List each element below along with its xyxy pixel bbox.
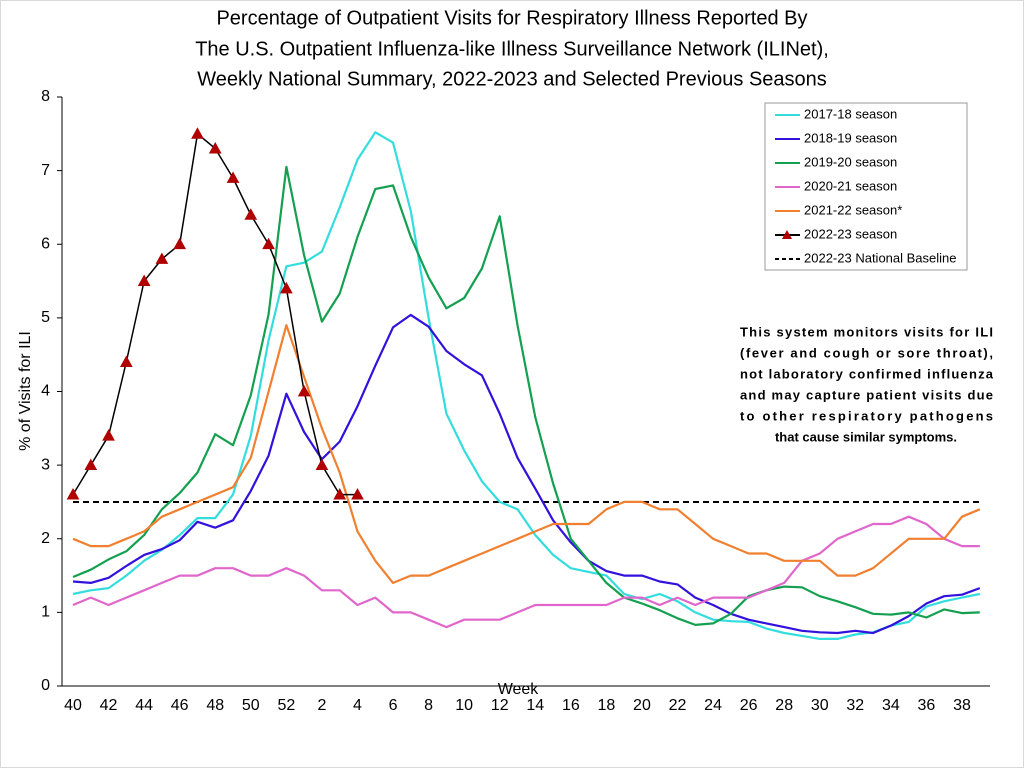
x-tick-label: 2 [317, 697, 326, 714]
y-tick-label: 8 [41, 88, 50, 105]
x-tick-label: 28 [775, 697, 793, 714]
series-marker [191, 127, 204, 139]
y-tick-label: 1 [41, 604, 50, 621]
x-tick-label: 50 [242, 697, 260, 714]
y-tick-label: 5 [41, 309, 50, 326]
chart-title: Percentage of Outpatient Visits for Resp… [216, 7, 807, 29]
annotation: not laboratory confirmed influenza [740, 366, 994, 381]
x-tick-label: 18 [598, 697, 616, 714]
series-marker [102, 429, 115, 441]
y-tick-label: 7 [41, 162, 50, 179]
series-marker [280, 281, 293, 294]
legend-label: 2018-19 season [804, 130, 897, 145]
legend-label: 2021-22 season* [804, 202, 902, 217]
legend-label: 2019-20 season [804, 154, 897, 169]
legend-marker [782, 230, 792, 239]
annotation: (fever and cough or sore throat), [740, 345, 993, 360]
series-line [72, 324, 981, 584]
series-marker [173, 237, 187, 250]
x-axis-label: Week [498, 681, 540, 698]
annotation: to other respiratory pathogens [740, 408, 993, 423]
series-marker [84, 458, 98, 471]
legend-label: 2022-23 National Baseline [804, 250, 957, 265]
series-line [72, 313, 981, 635]
x-tick-label: 34 [882, 697, 900, 714]
x-tick-label: 8 [424, 697, 433, 714]
series-marker [155, 252, 169, 264]
legend-label: 2017-18 season [804, 106, 897, 121]
x-tick-label: 38 [953, 697, 971, 714]
series-marker [226, 171, 240, 183]
y-tick-label: 6 [41, 235, 50, 252]
y-tick-label: 2 [41, 530, 50, 547]
x-tick-label: 48 [206, 697, 224, 714]
x-tick-label: 52 [277, 697, 295, 714]
chart-title: Weekly National Summary, 2022-2023 and S… [197, 68, 827, 90]
series-marker [262, 237, 275, 250]
y-tick-label: 4 [41, 383, 50, 400]
x-tick-label: 30 [811, 697, 829, 714]
chart-title: The U.S. Outpatient Influenza-like Illne… [195, 38, 829, 60]
series-line [72, 515, 980, 629]
x-tick-label: 6 [389, 697, 398, 714]
x-tick-label: 32 [846, 697, 864, 714]
series-line [72, 165, 980, 626]
annotation: that cause similar symptoms. [775, 429, 957, 444]
x-tick-label: 36 [918, 697, 936, 714]
series-marker [297, 384, 311, 397]
legend-label: 2022-23 season [804, 226, 897, 241]
annotation: and may capture patient visits due [740, 387, 993, 402]
x-tick-label: 46 [171, 697, 189, 714]
series-marker [208, 142, 222, 154]
series-marker [351, 488, 364, 500]
x-tick-label: 42 [100, 697, 118, 714]
x-tick-label: 4 [353, 697, 362, 714]
x-tick-label: 40 [64, 697, 82, 714]
y-tick-label: 0 [41, 677, 50, 694]
legend-label: 2020-21 season [804, 178, 897, 193]
series-marker [66, 488, 80, 500]
series-marker [244, 208, 258, 220]
series-marker [333, 488, 347, 500]
x-tick-label: 10 [455, 697, 473, 714]
x-tick-label: 24 [704, 697, 722, 714]
series-line [72, 131, 981, 640]
x-tick-label: 44 [135, 697, 153, 714]
x-tick-label: 12 [491, 697, 509, 714]
x-tick-label: 22 [669, 697, 687, 714]
annotation: This system monitors visits for ILI [740, 324, 993, 339]
series-marker [315, 458, 329, 471]
y-axis-label: % of Visits for ILI [17, 331, 34, 451]
series-marker [137, 274, 151, 286]
y-tick-label: 3 [41, 456, 50, 473]
series-marker [119, 355, 133, 367]
x-tick-label: 26 [740, 697, 758, 714]
x-tick-label: 14 [526, 697, 544, 714]
x-tick-label: 20 [633, 697, 651, 714]
x-tick-label: 16 [562, 697, 580, 714]
